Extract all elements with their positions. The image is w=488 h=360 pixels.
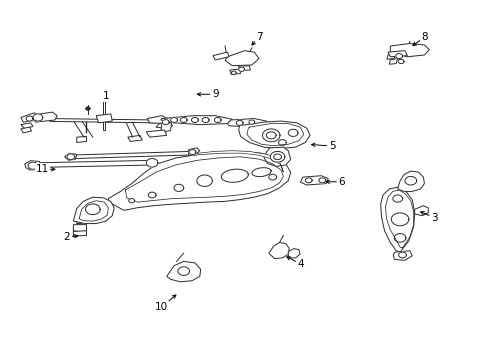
Polygon shape <box>262 129 280 142</box>
Polygon shape <box>273 154 281 159</box>
Polygon shape <box>238 66 250 71</box>
Polygon shape <box>73 152 190 158</box>
Polygon shape <box>77 220 81 224</box>
Polygon shape <box>390 213 408 226</box>
Polygon shape <box>161 116 232 125</box>
Polygon shape <box>162 120 169 125</box>
Polygon shape <box>266 132 276 139</box>
Polygon shape <box>221 169 248 182</box>
Polygon shape <box>229 69 240 74</box>
Polygon shape <box>238 67 244 71</box>
Polygon shape <box>77 136 86 143</box>
Text: 5: 5 <box>328 141 335 151</box>
Polygon shape <box>25 161 41 170</box>
Text: 11: 11 <box>36 164 49 174</box>
Polygon shape <box>389 44 428 57</box>
Polygon shape <box>180 117 187 122</box>
Polygon shape <box>26 116 33 121</box>
Polygon shape <box>380 187 414 252</box>
Polygon shape <box>197 175 212 186</box>
Polygon shape <box>268 243 288 258</box>
Polygon shape <box>34 160 152 167</box>
Polygon shape <box>227 118 266 127</box>
Text: 2: 2 <box>63 232 70 242</box>
Text: 9: 9 <box>212 89 218 99</box>
Polygon shape <box>191 117 198 122</box>
Polygon shape <box>392 251 411 260</box>
Polygon shape <box>85 204 100 215</box>
Polygon shape <box>287 249 299 258</box>
Text: 10: 10 <box>155 302 168 312</box>
Polygon shape <box>73 225 86 232</box>
Polygon shape <box>128 199 134 203</box>
Polygon shape <box>397 171 424 192</box>
Text: 3: 3 <box>430 212 437 222</box>
Polygon shape <box>127 135 142 141</box>
Polygon shape <box>264 147 290 166</box>
Polygon shape <box>395 54 402 59</box>
Polygon shape <box>388 59 397 64</box>
Polygon shape <box>147 116 169 123</box>
Polygon shape <box>393 234 405 242</box>
Polygon shape <box>146 130 166 137</box>
Polygon shape <box>33 114 42 121</box>
Polygon shape <box>64 153 77 160</box>
Polygon shape <box>108 152 290 210</box>
Polygon shape <box>414 206 427 216</box>
Polygon shape <box>236 120 243 125</box>
Polygon shape <box>50 118 157 123</box>
Polygon shape <box>224 51 259 66</box>
Polygon shape <box>300 176 327 185</box>
Polygon shape <box>318 178 325 183</box>
Polygon shape <box>146 158 158 167</box>
Polygon shape <box>305 178 311 183</box>
Polygon shape <box>161 123 171 132</box>
Polygon shape <box>288 129 297 136</box>
Polygon shape <box>33 112 57 122</box>
Polygon shape <box>188 151 283 172</box>
Polygon shape <box>21 113 40 122</box>
Text: 7: 7 <box>255 32 262 42</box>
Polygon shape <box>202 117 208 122</box>
Polygon shape <box>21 127 31 133</box>
Polygon shape <box>278 140 286 145</box>
Polygon shape <box>231 71 236 75</box>
Polygon shape <box>178 267 189 275</box>
Polygon shape <box>386 54 394 59</box>
Polygon shape <box>188 148 200 156</box>
Polygon shape <box>86 107 90 110</box>
Polygon shape <box>212 52 228 60</box>
Polygon shape <box>397 59 403 64</box>
Polygon shape <box>73 197 114 224</box>
Polygon shape <box>214 117 221 122</box>
Polygon shape <box>156 122 172 129</box>
Text: 1: 1 <box>102 91 109 101</box>
Polygon shape <box>166 261 201 282</box>
Polygon shape <box>238 121 309 149</box>
Polygon shape <box>268 174 276 180</box>
Polygon shape <box>248 120 254 124</box>
Polygon shape <box>392 195 402 202</box>
Text: 4: 4 <box>297 259 303 269</box>
Polygon shape <box>21 123 33 129</box>
Polygon shape <box>148 192 156 198</box>
Text: 8: 8 <box>420 32 427 42</box>
Polygon shape <box>270 152 285 162</box>
Polygon shape <box>73 231 86 236</box>
Polygon shape <box>398 252 406 258</box>
Polygon shape <box>96 114 112 123</box>
Polygon shape <box>189 150 196 155</box>
Polygon shape <box>28 162 38 169</box>
Polygon shape <box>251 168 270 177</box>
Polygon shape <box>387 51 407 57</box>
Polygon shape <box>67 154 75 159</box>
Polygon shape <box>404 176 416 185</box>
Text: 6: 6 <box>338 177 345 187</box>
Polygon shape <box>174 184 183 192</box>
Polygon shape <box>170 117 177 122</box>
Polygon shape <box>102 102 105 130</box>
